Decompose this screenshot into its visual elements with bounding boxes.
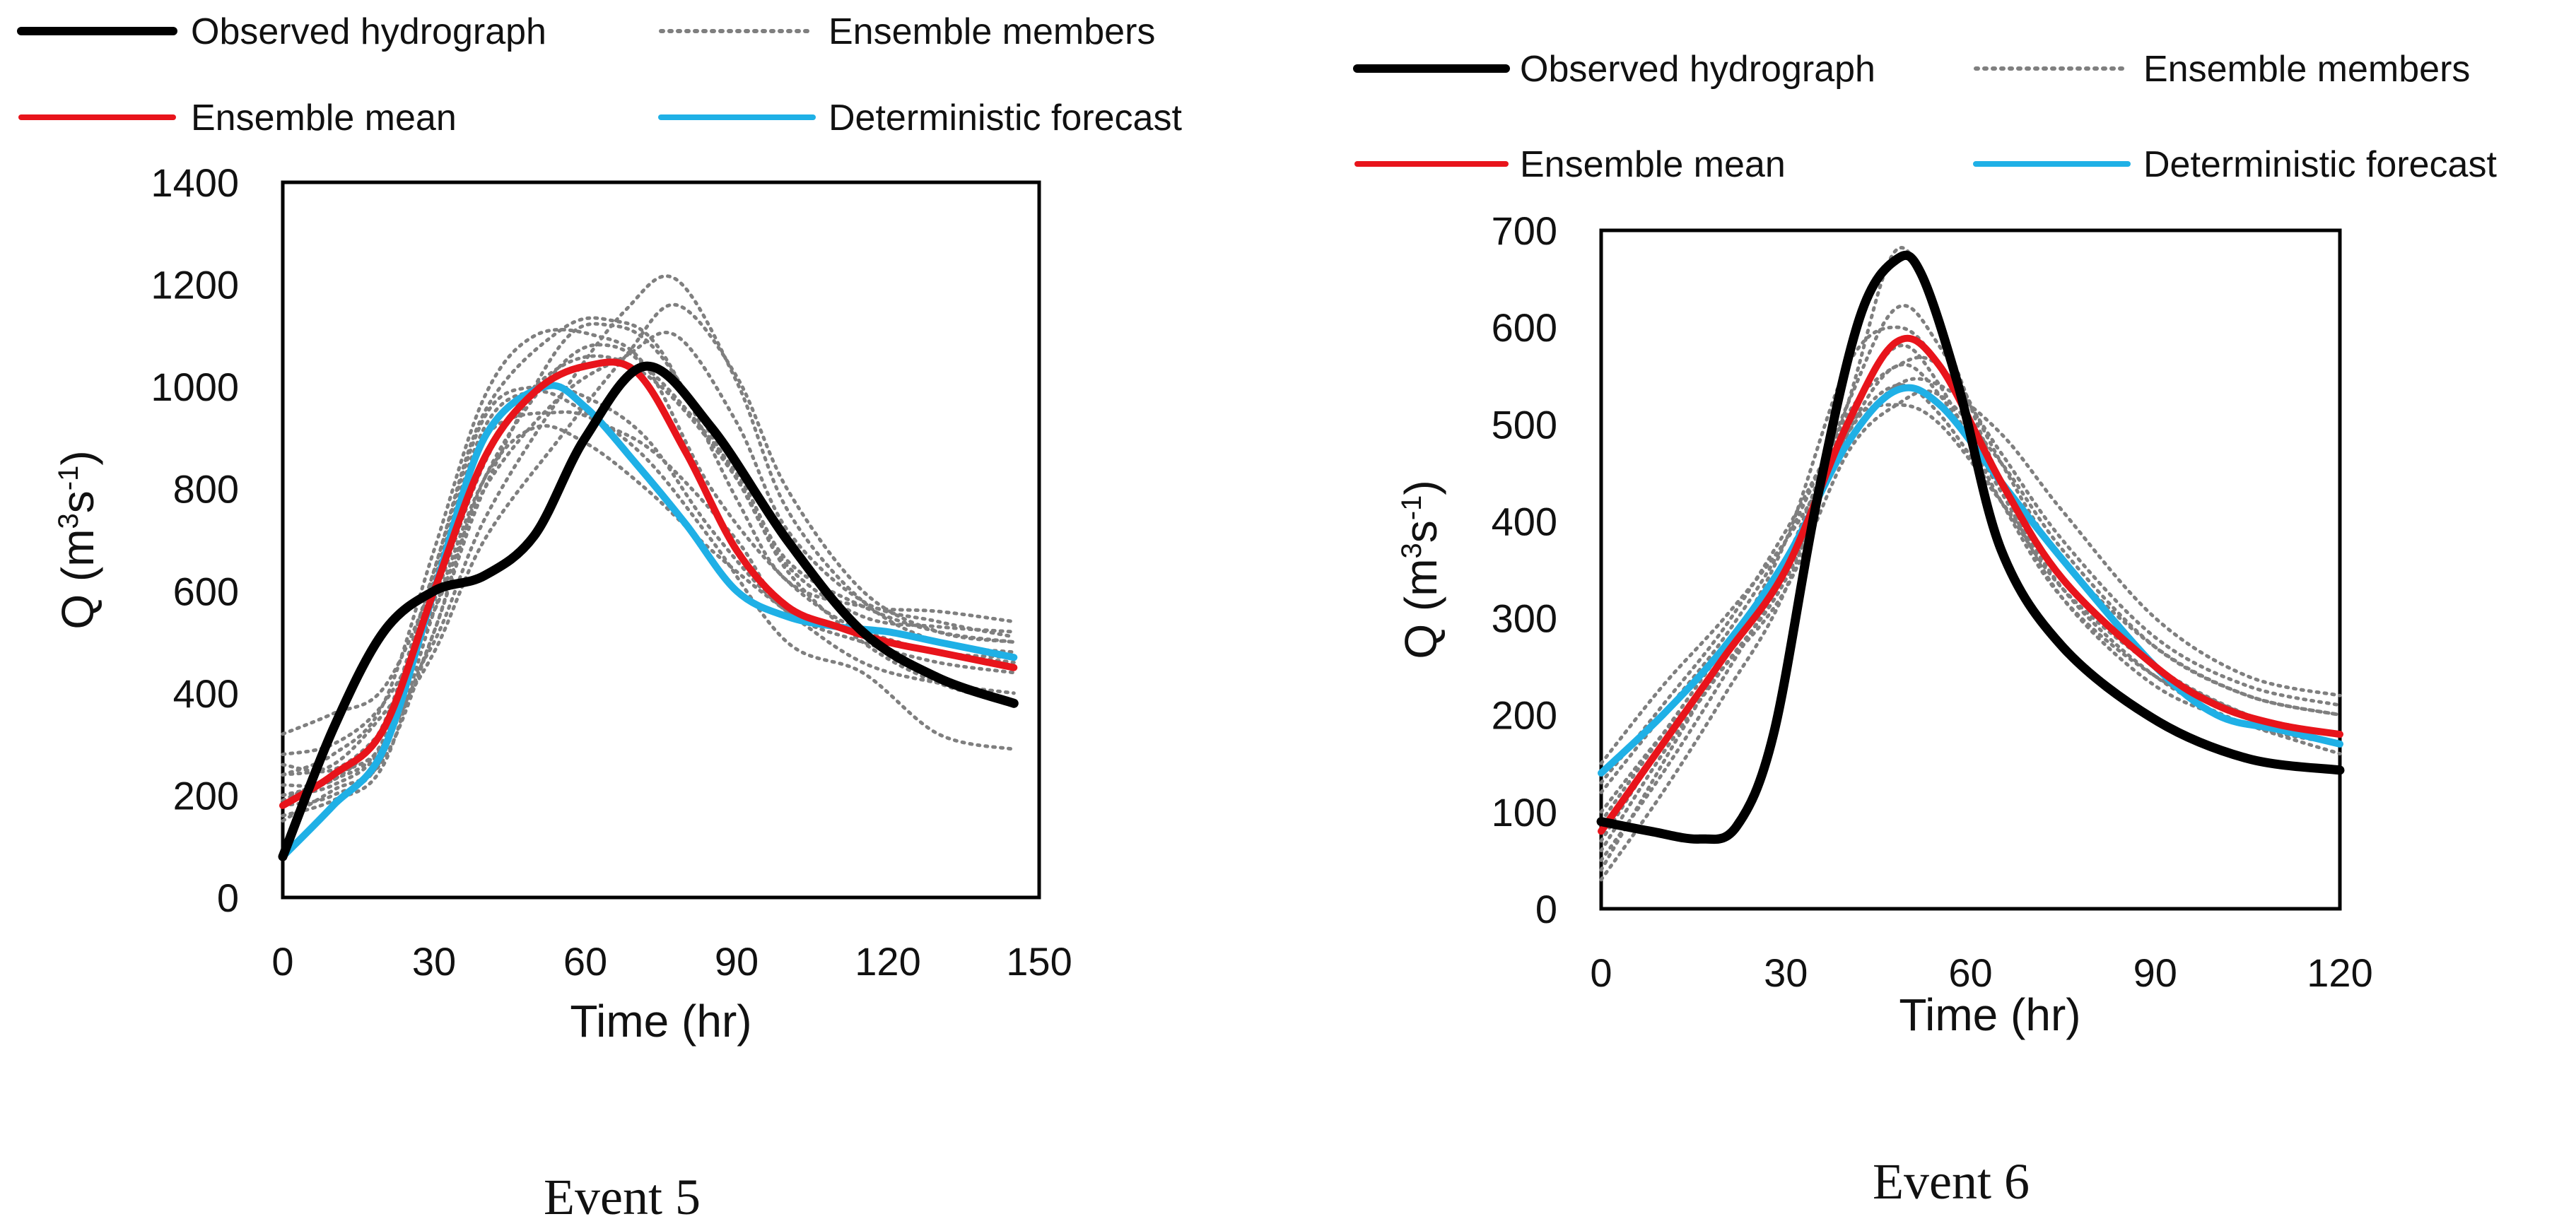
y-tick-labels: 0 200 400 600 800 1000 1200 1400 — [151, 160, 239, 920]
x-tick-labels: 0 30 60 90 120 — [1590, 950, 2372, 995]
x-tick-label: 30 — [412, 939, 456, 984]
ensemble-member-line-5 — [1599, 343, 2342, 862]
ensemble-member-line-2 — [1599, 304, 2342, 843]
y-tick-label: 200 — [1492, 693, 1557, 738]
observed-line — [1596, 250, 2345, 844]
legend-observed-label: Observed hydrograph — [1520, 49, 1875, 90]
observed-line — [278, 361, 1019, 861]
legend-members-label: Ensemble members — [2143, 49, 2470, 90]
x-axis-title: Time (hr) — [570, 996, 751, 1047]
ensemble-member-line-1 — [1599, 246, 2342, 882]
ensemble-member-line-1 — [281, 322, 1016, 823]
y-tick-label: 300 — [1492, 596, 1557, 641]
legend-event6: Observed hydrograph Ensemble members Ens… — [1353, 49, 2497, 185]
legend-event5: Observed hydrograph Ensemble members Ens… — [17, 11, 1182, 139]
x-tick-label: 0 — [271, 939, 293, 984]
panel-caption: Event 6 — [1873, 1153, 2030, 1210]
mean-line — [1598, 334, 2343, 835]
y-tick-label: 1000 — [151, 365, 239, 409]
plot-area-frame — [281, 180, 1041, 900]
y-tick-label: 500 — [1492, 402, 1557, 447]
legend-members-label: Ensemble members — [829, 11, 1155, 52]
series-group — [278, 358, 1019, 861]
series-group — [1596, 250, 2345, 844]
x-tick-label: 30 — [1764, 950, 1808, 995]
x-tick-label: 60 — [563, 939, 607, 984]
x-tick-label: 90 — [2133, 950, 2177, 995]
legend-mean-label: Ensemble mean — [1520, 144, 1786, 185]
y-axis-title: Q (m3s-1) — [1395, 480, 1446, 659]
deterministic-line — [1598, 384, 2343, 777]
y-tick-labels: 0 100 200 300 400 500 600 700 — [1492, 208, 1557, 931]
panel-caption: Event 5 — [544, 1169, 701, 1225]
y-tick-label: 600 — [173, 569, 239, 613]
ensemble-member-line-10 — [281, 331, 1016, 757]
mean-line — [279, 358, 1018, 809]
y-tick-label: 100 — [1492, 790, 1557, 835]
ensemble-members-group — [1599, 246, 2342, 882]
ensemble-member-line-5 — [281, 274, 1016, 777]
x-tick-label: 90 — [715, 939, 759, 984]
y-tick-label: 400 — [1492, 499, 1557, 543]
x-tick-label: 60 — [1948, 950, 1992, 995]
y-tick-label: 800 — [173, 467, 239, 512]
legend-deterministic-label: Deterministic forecast — [829, 98, 1182, 139]
x-tick-label: 150 — [1006, 939, 1072, 984]
y-tick-label: 200 — [173, 773, 239, 818]
ensemble-members-group — [281, 274, 1016, 823]
y-tick-label: 400 — [173, 671, 239, 716]
ensemble-member-line-12 — [281, 343, 1016, 803]
y-tick-label: 600 — [1492, 305, 1557, 350]
legend-mean-label: Ensemble mean — [191, 98, 457, 139]
y-tick-label: 700 — [1492, 208, 1557, 253]
x-tick-label: 120 — [855, 939, 920, 984]
x-tick-labels: 0 30 60 90 120 150 — [271, 939, 1072, 984]
legend-deterministic-label: Deterministic forecast — [2143, 144, 2497, 185]
y-tick-label: 1200 — [151, 263, 239, 307]
plot-area-frame — [1599, 228, 2342, 911]
x-axis-title: Time (hr) — [1899, 989, 2080, 1040]
x-tick-label: 120 — [2307, 950, 2372, 995]
chart-event6: 0 100 200 300 400 500 600 700 0 30 60 90 120 Time (… — [1395, 208, 2373, 1210]
y-axis-title: Q (m3s-1) — [52, 450, 103, 629]
x-tick-label: 0 — [1590, 950, 1612, 995]
ensemble-member-line-9 — [1599, 403, 2342, 785]
ensemble-member-line-4 — [1599, 377, 2342, 765]
legend-observed-label: Observed hydrograph — [191, 11, 546, 52]
y-tick-label: 0 — [1535, 887, 1557, 931]
ensemble-member-line-10 — [1599, 363, 2342, 853]
y-tick-label: 0 — [217, 876, 239, 920]
y-tick-label: 1400 — [151, 160, 239, 205]
